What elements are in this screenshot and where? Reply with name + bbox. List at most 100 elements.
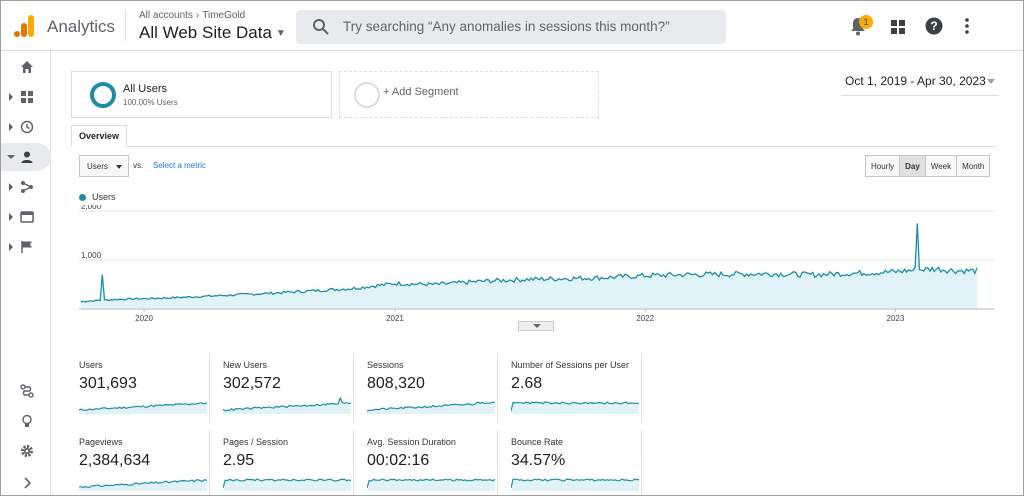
add-segment-button[interactable]: + Add Segment <box>339 71 599 118</box>
users-area-fill <box>81 223 977 309</box>
kpi-value: 00:02:16 <box>367 452 430 469</box>
segment-all-users[interactable]: All Users 100.00% Users <box>71 71 332 118</box>
kpi-card[interactable]: Number of Sessions per User 2.68 <box>505 353 642 423</box>
sparkline-line <box>511 478 639 489</box>
kpi-card[interactable]: Pageviews 2,384,634 <box>73 430 210 495</box>
select-metric-link[interactable]: Select a metric <box>153 161 206 170</box>
nav-realtime[interactable] <box>1 113 51 141</box>
behavior-icon <box>20 211 34 223</box>
breadcrumb-root[interactable]: All accounts <box>139 10 193 21</box>
sparkline-line <box>223 478 351 489</box>
nav-behavior[interactable] <box>1 203 51 231</box>
tab-bar: Overview <box>71 125 996 147</box>
kpi-label: Sessions <box>367 360 404 370</box>
sparkline-fill <box>223 479 351 491</box>
sparkline-line <box>79 478 207 489</box>
kpi-card[interactable]: New Users 302,572 <box>217 353 354 423</box>
nav-admin[interactable] <box>1 437 51 465</box>
chart-collapse-toggle[interactable] <box>518 321 554 331</box>
x-tick-label: 2020 <box>135 314 153 323</box>
search-icon <box>313 19 329 35</box>
nav-audience[interactable] <box>1 143 51 171</box>
help-icon[interactable]: ? <box>925 17 943 35</box>
granularity-day[interactable]: Day <box>900 156 926 176</box>
view-selector[interactable]: All Web Site Data ▼ <box>139 23 286 43</box>
sparkline-fill <box>79 402 207 414</box>
granularity-month[interactable]: Month <box>957 156 990 176</box>
sparkline-line <box>511 401 639 412</box>
sparkline-line <box>223 396 351 412</box>
kpi-sparkline <box>367 401 495 414</box>
nav-expand[interactable] <box>1 469 51 495</box>
nav-conversions[interactable] <box>1 233 51 261</box>
metric-dropdown[interactable]: Users <box>79 155 129 177</box>
breadcrumb-account[interactable]: TimeGold <box>202 10 246 21</box>
nav-home[interactable] <box>1 53 51 81</box>
y-tick-label: 2,000 <box>81 205 102 211</box>
legend-dot <box>79 194 86 202</box>
home-icon <box>21 61 33 73</box>
legend-label: Users <box>92 192 116 202</box>
nav-acquisition[interactable] <box>1 173 51 201</box>
kpi-label: Pageviews <box>79 437 123 447</box>
nav-attribution[interactable] <box>1 377 51 405</box>
segment-ring-icon <box>90 82 116 108</box>
search-bar[interactable]: Try searching “Any anomalies in sessions… <box>296 10 726 44</box>
metric-dropdown-value: Users <box>87 162 108 171</box>
kpi-label: Users <box>79 360 103 370</box>
date-range-picker[interactable]: Oct 1, 2019 - Apr 30, 2023 <box>841 72 999 96</box>
customization-icon <box>21 91 33 103</box>
svg-text:?: ? <box>930 19 937 33</box>
more-vert-icon[interactable] <box>963 17 971 35</box>
kpi-card[interactable]: Bounce Rate 34.57% <box>505 430 642 495</box>
attribution-icon <box>20 384 34 398</box>
kpi-value: 2.68 <box>511 375 543 392</box>
granularity-hourly[interactable]: Hourly <box>866 156 901 176</box>
kpi-card[interactable]: Sessions 808,320 <box>361 353 498 423</box>
expand-arrow-icon <box>9 183 13 191</box>
tab-overview[interactable]: Overview <box>71 125 128 147</box>
kpi-value: 302,572 <box>223 375 281 392</box>
apps-grid-icon[interactable] <box>890 19 906 35</box>
users-line-chart[interactable]: 1,000 2,000 2020 2021 2022 2023 <box>79 205 995 329</box>
nav-customization[interactable] <box>1 83 51 111</box>
sparkline-line <box>367 478 495 489</box>
kpi-sparkline <box>79 401 207 414</box>
collapse-arrow-icon <box>7 155 15 159</box>
kpi-sparkline <box>511 478 639 491</box>
sparkline-fill <box>223 398 351 414</box>
sparkline-fill <box>511 402 639 414</box>
kpi-label: Number of Sessions per User <box>511 360 630 370</box>
kpi-card[interactable]: Users 301,693 <box>73 353 210 423</box>
search-placeholder[interactable]: Try searching “Any anomalies in sessions… <box>343 19 670 34</box>
top-bar: Analytics All accounts › TimeGold All Web … <box>1 1 1023 51</box>
x-tick-label: 2021 <box>386 314 404 323</box>
kpi-card[interactable]: Pages / Session 2.95 <box>217 430 354 495</box>
granularity-week[interactable]: Week <box>925 156 958 176</box>
expand-arrow-icon <box>9 93 13 101</box>
discover-icon <box>22 414 32 427</box>
segment-title: All Users <box>123 83 168 95</box>
nav-discover[interactable] <box>1 407 51 435</box>
sparkline-fill <box>79 479 207 491</box>
kpi-value: 2.95 <box>223 452 255 469</box>
x-tick-label: 2023 <box>887 314 905 323</box>
conversions-icon <box>21 241 32 253</box>
kpi-value: 34.57% <box>511 452 566 469</box>
expand-icon <box>24 477 32 489</box>
kpi-sparkline <box>511 401 639 414</box>
segment-subtitle: 100.00% Users <box>123 98 178 107</box>
x-tick-label: 2022 <box>636 314 654 323</box>
main-content: All Users 100.00% Users + Add Segment Oc… <box>63 63 1011 495</box>
chart-legend: Users <box>79 192 116 202</box>
caret-down-icon: ▼ <box>275 28 286 40</box>
admin-gear-icon <box>21 445 33 457</box>
date-range-text: Oct 1, 2019 - Apr 30, 2023 <box>845 74 986 88</box>
expand-arrow-icon <box>9 123 13 131</box>
expand-arrow-icon <box>9 213 13 221</box>
sparkline-line <box>367 401 495 412</box>
analytics-bars-logo[interactable] <box>13 14 35 38</box>
account-breadcrumb[interactable]: All accounts › TimeGold <box>139 10 245 21</box>
kpi-card[interactable]: Avg. Session Duration 00:02:16 <box>361 430 498 495</box>
acquisition-icon <box>21 181 33 193</box>
